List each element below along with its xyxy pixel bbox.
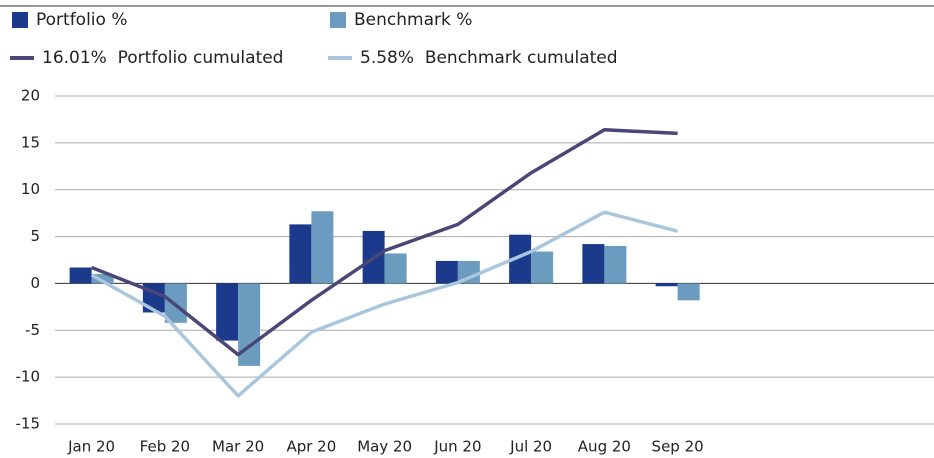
bar [384,253,407,284]
bar [457,260,480,284]
x-tick-label: Mar 20 [212,438,264,456]
x-tick-label: May 20 [357,438,412,456]
bar [677,283,700,301]
bar [531,251,554,284]
y-tick-label: 0 [30,274,40,292]
x-tick-label: Aug 20 [578,438,631,456]
bar [216,283,239,341]
bar [289,224,312,284]
bar [509,234,532,284]
legend: Portfolio % Benchmark % 16.01% Portfolio c… [10,10,618,68]
x-tick-label: Feb 20 [140,438,190,456]
bar [435,260,458,284]
y-tick-label: 20 [21,87,40,105]
x-tick-label: Jan 20 [67,438,115,456]
legend-swatch [12,12,28,28]
line [90,210,679,398]
bar [91,274,114,284]
x-tick-label: Sep 20 [652,438,704,456]
y-tick-label: -5 [25,321,40,339]
y-tick-label: -15 [16,415,41,433]
bar [238,283,261,366]
legend-label: 16.01% Portfolio cumulated [42,48,283,68]
bar [604,245,627,284]
x-tick-label: Apr 20 [286,438,336,456]
bar [311,211,334,284]
x-tick-label: Jul 20 [509,438,552,456]
bar [582,244,605,284]
bar [69,267,92,284]
legend-swatch [330,12,346,28]
x-tick-label: Jun 20 [433,438,481,456]
legend-label: Portfolio % [36,10,128,30]
line [90,127,678,357]
legend-label: 5.58% Benchmark cumulated [360,48,618,68]
bar [655,283,678,287]
y-tick-label: 5 [30,227,40,245]
y-tick-label: 10 [21,180,40,198]
legend-label: Benchmark % [354,10,472,30]
y-tick-label: 15 [21,133,40,151]
y-tick-label: -10 [16,368,41,386]
